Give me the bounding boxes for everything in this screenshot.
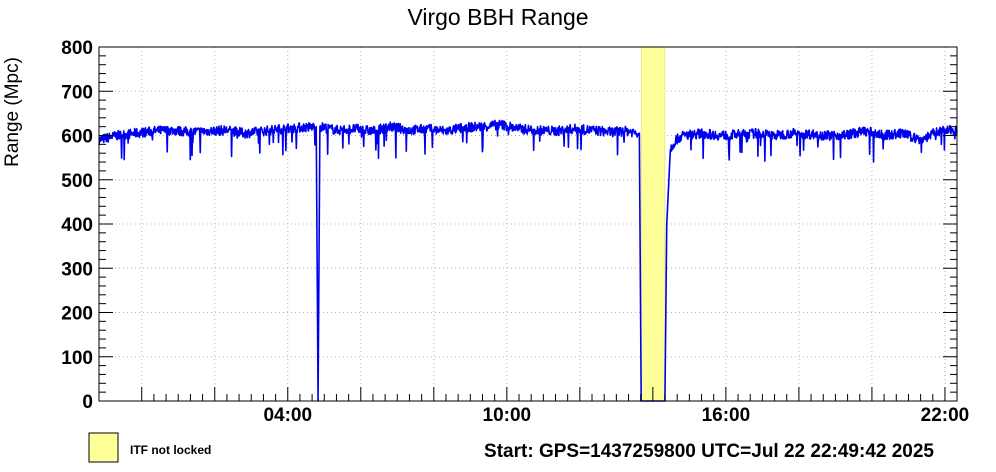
y-tick-label: 500 [61, 171, 93, 192]
y-axis-label: Range (Mpc) [2, 57, 23, 167]
series-lines [98, 119, 958, 402]
x-tick-label: 10:00 [483, 405, 532, 426]
chart-title: Virgo BBH Range [407, 4, 588, 30]
legend-swatch-itf-not-locked [88, 432, 119, 463]
x-tick-label: 04:00 [263, 405, 312, 426]
x-tick-label: 16:00 [702, 405, 751, 426]
x-tick-labels: 04:00 10:00 16:00 22:00 [263, 405, 969, 426]
y-tick-label: 700 [61, 82, 93, 103]
y-tick-label: 100 [61, 348, 93, 369]
series-line-0 [98, 119, 958, 402]
shaded-region-itf-not-locked [640, 46, 666, 402]
y-tick-labels: 0 100 200 300 400 500 600 700 800 [61, 38, 93, 413]
y-tick-label: 800 [61, 38, 93, 59]
start-time-footer: Start: GPS=1437259800 UTC=Jul 22 22:49:4… [484, 441, 934, 462]
x-tick-label: 22:00 [921, 405, 970, 426]
y-tick-label: 300 [61, 259, 93, 280]
y-tick-label: 400 [61, 215, 93, 236]
axis-ticks [99, 46, 957, 402]
y-tick-label: 600 [61, 127, 93, 148]
y-tick-label: 200 [61, 304, 93, 325]
legend-label-itf-not-locked: ITF not locked [130, 443, 211, 457]
legend: ITF not locked [88, 432, 211, 463]
shaded-regions [640, 46, 666, 402]
grid-lines [99, 47, 957, 401]
y-tick-label: 0 [82, 392, 93, 413]
